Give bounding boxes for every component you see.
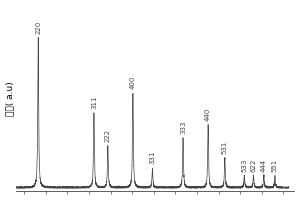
Text: 444: 444 bbox=[261, 158, 267, 172]
Text: 222: 222 bbox=[105, 129, 111, 142]
Text: 400: 400 bbox=[130, 76, 136, 89]
Text: 531: 531 bbox=[222, 140, 228, 154]
Text: 533: 533 bbox=[241, 158, 247, 172]
Text: 333: 333 bbox=[180, 121, 186, 134]
Text: 220: 220 bbox=[35, 21, 41, 34]
Text: 331: 331 bbox=[149, 151, 155, 164]
Text: 311: 311 bbox=[91, 95, 97, 109]
Text: 551: 551 bbox=[272, 158, 278, 172]
Text: 440: 440 bbox=[205, 107, 211, 121]
Text: 622: 622 bbox=[250, 158, 256, 172]
Y-axis label: 强度( a.u): 强度( a.u) bbox=[6, 81, 15, 116]
